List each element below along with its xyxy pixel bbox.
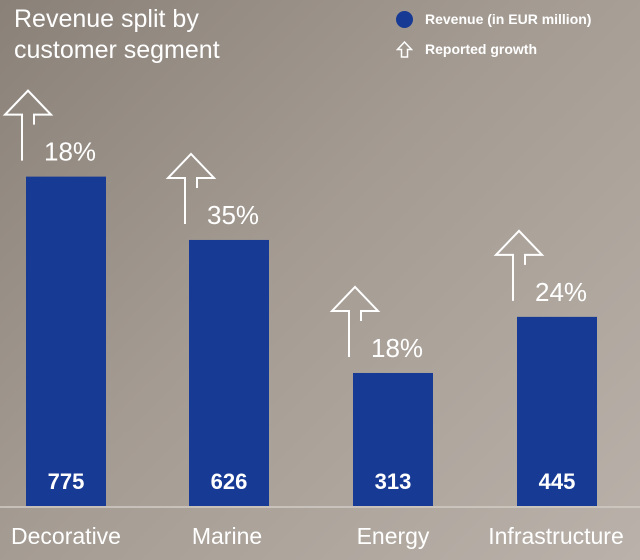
category-label: Decorative	[11, 523, 121, 549]
bar-infrastructure	[517, 316, 597, 506]
bar-marine	[189, 239, 269, 506]
legend-label-growth: Reported growth	[425, 41, 537, 57]
category-label: Infrastructure	[488, 523, 624, 549]
up-arrow-icon	[2, 89, 54, 161]
legend: Revenue (in EUR million) Reported growth	[396, 8, 591, 68]
growth-label: 18%	[44, 137, 96, 167]
up-arrow-icon	[396, 40, 413, 58]
chart-title: Revenue split by customer segment	[14, 5, 220, 64]
growth-label: 35%	[207, 200, 259, 230]
up-arrow-icon	[493, 229, 545, 301]
bar-value-label: 313	[375, 469, 412, 494]
growth-label: 18%	[371, 333, 423, 363]
legend-item-growth: Reported growth	[396, 38, 591, 60]
growth-label: 24%	[535, 277, 587, 307]
legend-item-revenue: Revenue (in EUR million)	[396, 8, 591, 30]
legend-swatch-revenue	[396, 10, 413, 28]
legend-label-revenue: Revenue (in EUR million)	[425, 11, 592, 27]
up-arrow-icon	[165, 152, 217, 224]
bar-decorative	[26, 176, 106, 506]
up-arrow-icon	[329, 285, 381, 357]
category-label: Marine	[192, 523, 262, 549]
bar-value-label: 775	[48, 469, 85, 494]
bar-value-label: 626	[211, 469, 248, 494]
bar-energy	[353, 372, 433, 506]
bar-value-label: 445	[539, 469, 576, 494]
category-label: Energy	[357, 523, 430, 549]
